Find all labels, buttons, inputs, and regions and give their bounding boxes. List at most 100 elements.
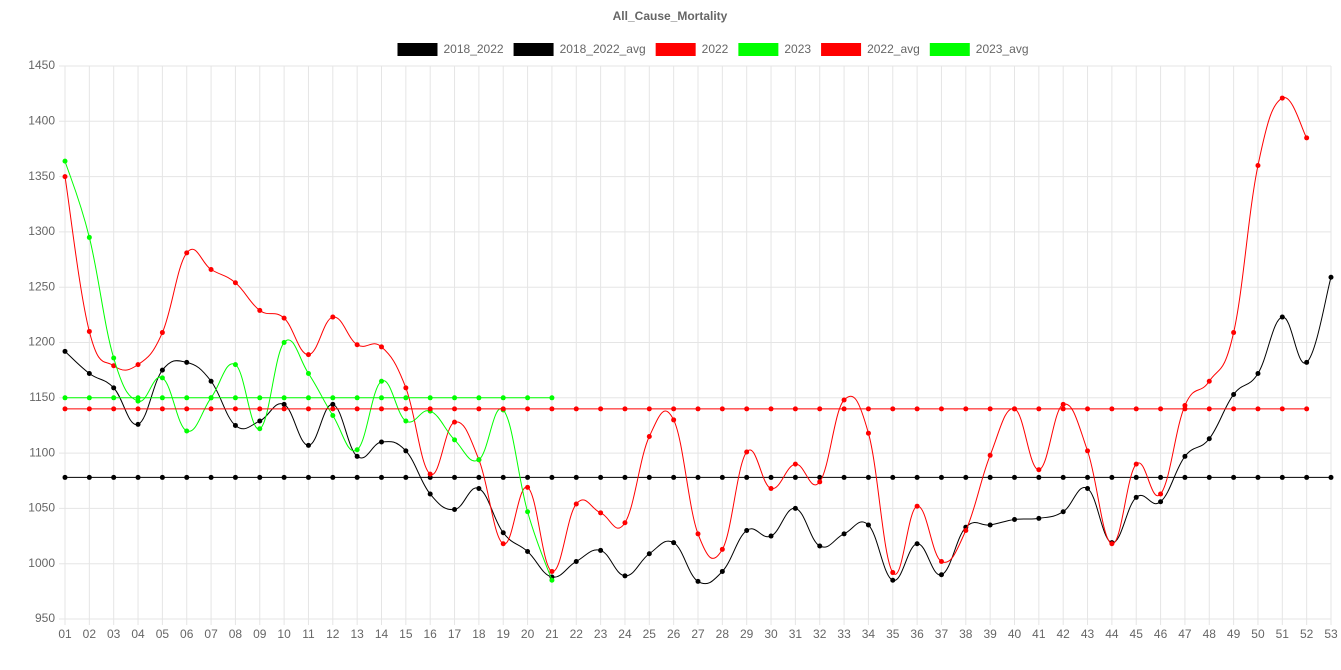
data-point: [208, 474, 214, 480]
data-point: [695, 406, 701, 412]
data-point: [379, 474, 384, 480]
data-point: [159, 395, 165, 401]
x-tick-label: 27: [691, 627, 705, 641]
data-point: [1328, 274, 1334, 280]
data-point: [1060, 406, 1066, 412]
x-tick-label: 37: [935, 627, 949, 641]
data-point: [549, 474, 555, 480]
data-point: [1036, 474, 1042, 480]
legend-label: 2023_avg: [976, 42, 1029, 56]
x-tick-label: 31: [789, 627, 803, 641]
x-tick-label: 15: [399, 627, 413, 641]
legend: 2018_2022 2018_2022_avg 2022 2023 2022_avg 20…: [397, 42, 1029, 56]
data-point: [1060, 509, 1066, 515]
data-point: [281, 406, 287, 412]
data-point: [452, 507, 458, 513]
data-point: [403, 418, 409, 424]
data-point: [987, 522, 993, 528]
data-point: [452, 419, 458, 425]
data-point: [354, 474, 360, 480]
data-point: [1036, 515, 1042, 521]
data-point: [549, 568, 555, 574]
data-point: [476, 395, 482, 401]
data-point: [305, 370, 311, 376]
data-point: [719, 568, 725, 574]
x-tick-label: 35: [886, 627, 900, 641]
data-point: [1036, 406, 1042, 412]
data-point: [403, 448, 409, 454]
data-point: [62, 348, 68, 354]
x-tick-label: 12: [326, 627, 340, 641]
data-point: [671, 474, 677, 480]
data-point: [1231, 474, 1237, 480]
data-point: [281, 340, 287, 345]
legend-swatch: [655, 43, 696, 56]
legend-swatch: [821, 43, 862, 56]
y-tick-label: 1350: [28, 169, 55, 183]
data-point: [744, 474, 750, 480]
data-point: [963, 474, 969, 480]
data-point: [549, 406, 555, 412]
data-point: [622, 520, 628, 526]
data-point: [354, 447, 360, 453]
x-tick-label: 05: [156, 627, 170, 641]
data-point: [768, 533, 774, 539]
data-point: [232, 406, 238, 412]
data-point: [208, 406, 214, 412]
data-point: [111, 406, 117, 412]
data-point: [159, 330, 165, 336]
x-tick-label: 21: [545, 627, 559, 641]
x-tick-label: 09: [253, 627, 267, 641]
data-point: [232, 422, 238, 428]
data-point: [768, 474, 774, 480]
x-tick-label: 44: [1105, 627, 1119, 641]
data-point: [476, 474, 482, 480]
data-point: [987, 474, 993, 480]
data-point: [1133, 474, 1139, 480]
legend-swatch: [513, 43, 554, 56]
data-point: [232, 280, 238, 286]
data-point: [1085, 474, 1091, 480]
data-point: [598, 406, 604, 412]
data-point: [1182, 474, 1188, 480]
data-point: [305, 474, 311, 480]
data-point: [1012, 474, 1017, 480]
data-point: [86, 395, 92, 401]
y-tick-label: 1250: [28, 279, 55, 293]
data-point: [135, 421, 141, 427]
data-point: [111, 395, 117, 401]
data-point: [159, 406, 165, 412]
x-tick-label: 16: [424, 627, 438, 641]
x-tick-label: 02: [83, 627, 97, 641]
data-point: [1231, 330, 1237, 336]
data-point: [987, 452, 993, 458]
data-point: [525, 395, 531, 401]
data-point: [232, 362, 238, 368]
data-point: [573, 558, 579, 564]
data-point: [208, 378, 214, 384]
x-tick-label: 53: [1324, 627, 1338, 641]
data-point: [305, 442, 311, 448]
data-point: [525, 509, 531, 515]
data-point: [890, 570, 896, 576]
data-point: [646, 406, 652, 412]
data-point: [865, 406, 871, 412]
data-point: [1279, 95, 1285, 101]
data-point: [841, 397, 847, 403]
data-point: [208, 267, 214, 273]
data-point: [598, 474, 604, 480]
data-point: [62, 474, 68, 480]
data-point: [768, 485, 774, 491]
data-point: [281, 315, 287, 321]
data-point: [257, 418, 263, 424]
data-point: [1206, 378, 1212, 384]
x-tick-label: 14: [375, 627, 389, 641]
data-point: [257, 307, 263, 313]
data-point: [427, 471, 433, 477]
legend-label: 2022: [702, 42, 729, 56]
data-point: [938, 572, 944, 578]
data-point: [841, 406, 847, 412]
data-point: [744, 449, 750, 455]
data-point: [257, 426, 263, 432]
x-tick-label: 51: [1276, 627, 1290, 641]
